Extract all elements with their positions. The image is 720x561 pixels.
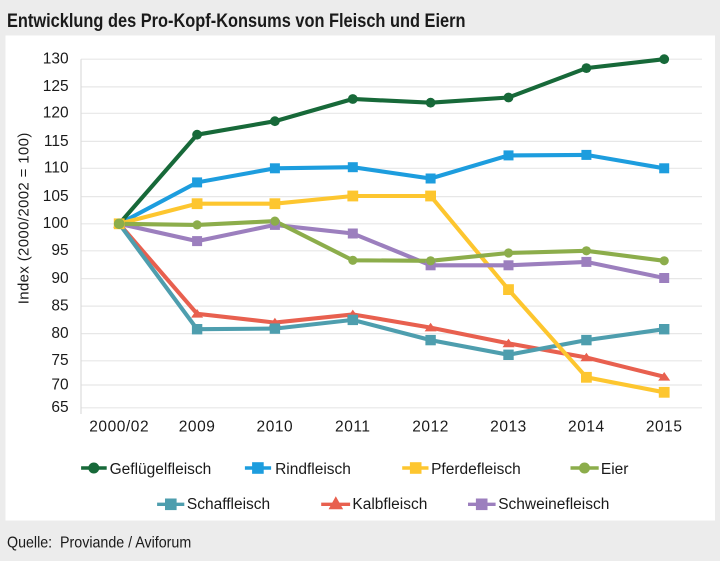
svg-text:105: 105 (43, 188, 69, 205)
svg-text:2011: 2011 (335, 418, 371, 435)
svg-text:70: 70 (51, 376, 69, 393)
svg-text:90: 90 (51, 270, 69, 287)
svg-text:Pferdefleisch: Pferdefleisch (431, 461, 521, 478)
svg-text:80: 80 (51, 325, 69, 342)
svg-text:2012: 2012 (412, 418, 449, 435)
svg-text:120: 120 (43, 105, 69, 122)
svg-text:Schweinefleisch: Schweinefleisch (498, 496, 609, 513)
svg-text:2000/02: 2000/02 (89, 418, 149, 435)
svg-text:75: 75 (51, 352, 68, 369)
svg-text:Geflügelfleisch: Geflügelfleisch (110, 461, 212, 478)
svg-text:Schaffleisch: Schaffleisch (187, 496, 270, 513)
svg-text:2015: 2015 (646, 418, 683, 435)
svg-text:85: 85 (51, 298, 68, 315)
svg-text:Index (2000/2002 = 100): Index (2000/2002 = 100) (16, 132, 33, 304)
svg-text:125: 125 (43, 78, 69, 95)
svg-text:2013: 2013 (490, 418, 527, 435)
svg-text:Quelle: Proviande / Aviforum: Quelle: Proviande / Aviforum (7, 535, 191, 552)
svg-text:2014: 2014 (568, 418, 605, 435)
svg-text:95: 95 (51, 242, 68, 259)
svg-text:2010: 2010 (257, 418, 294, 435)
svg-text:Kalbfleisch: Kalbfleisch (352, 496, 427, 513)
svg-text:Entwicklung des Pro-Kopf-Konsu: Entwicklung des Pro-Kopf-Konsums von Fle… (7, 9, 465, 31)
svg-text:110: 110 (44, 160, 69, 177)
svg-text:Rindfleisch: Rindfleisch (275, 461, 351, 478)
svg-text:130: 130 (43, 51, 69, 68)
svg-text:Eier: Eier (601, 461, 629, 478)
svg-text:65: 65 (51, 399, 68, 416)
svg-text:100: 100 (43, 215, 69, 232)
svg-text:115: 115 (44, 133, 69, 150)
svg-text:2009: 2009 (179, 418, 216, 435)
